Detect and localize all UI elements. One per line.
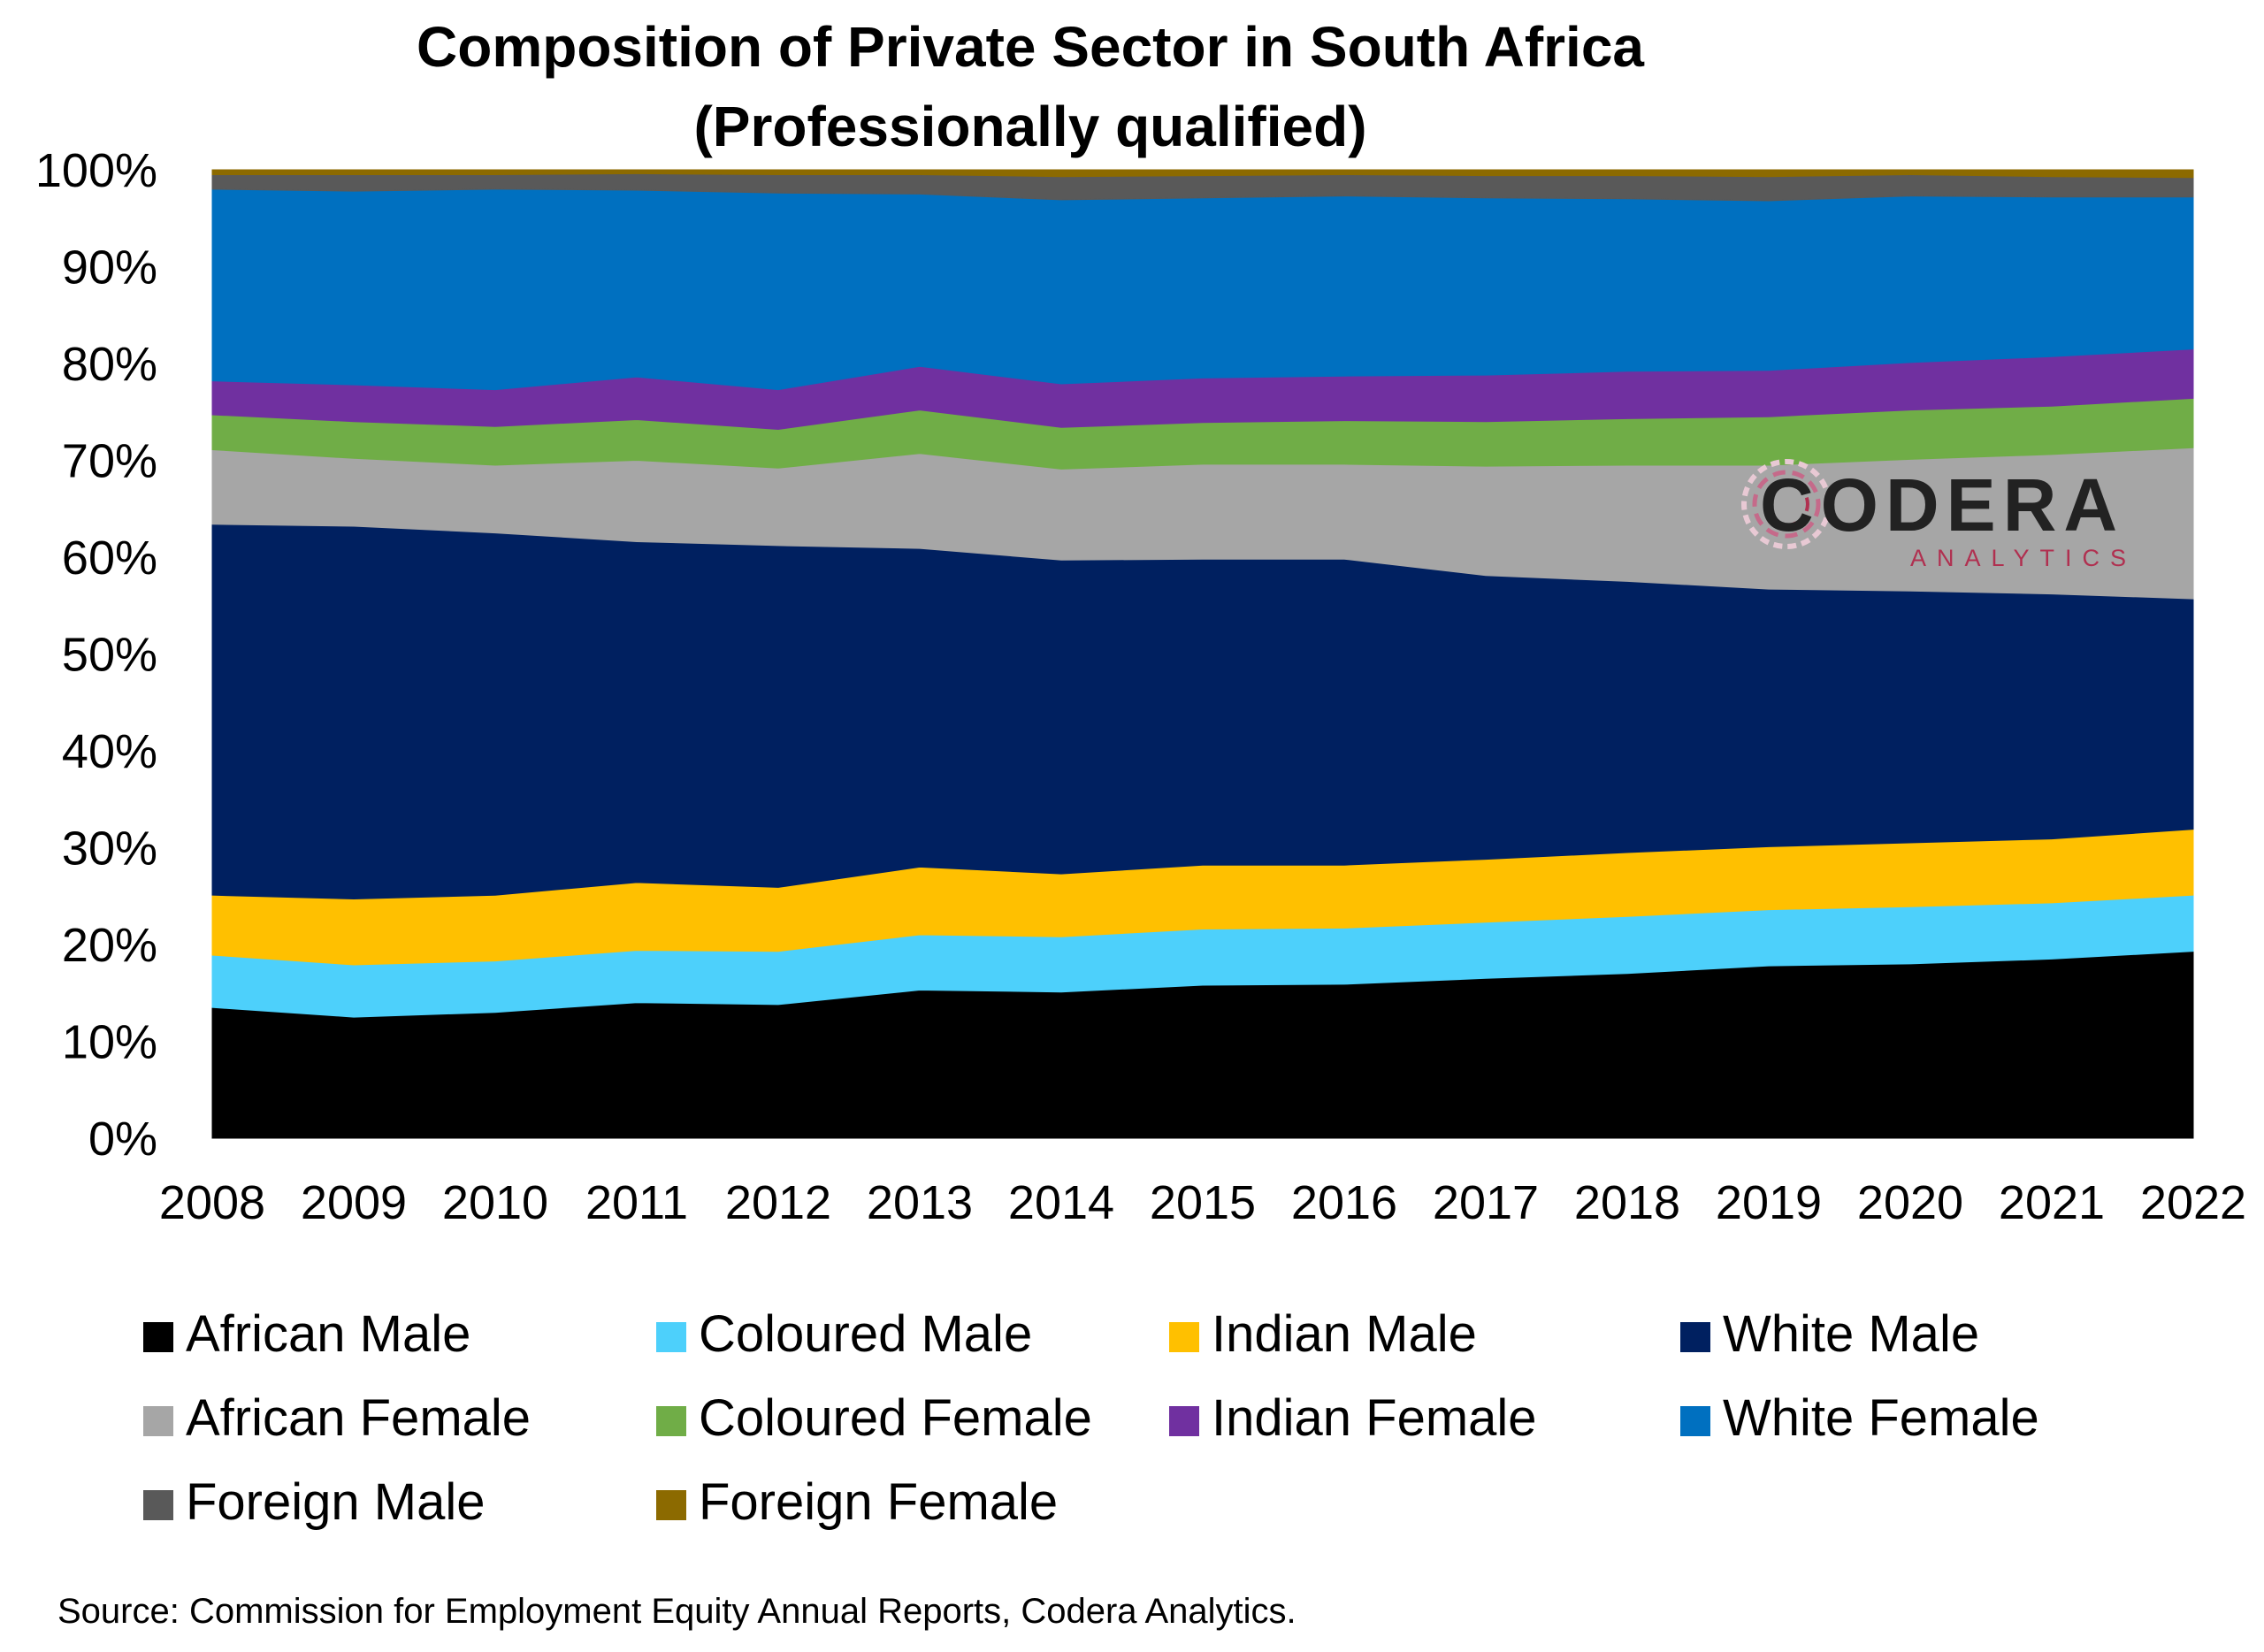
y-tick-label: 20% xyxy=(62,919,157,972)
y-axis-ticks: 0% 10% 20% 30% 40% 50% 60% 70% 80% 90% 100% xyxy=(35,144,157,1166)
legend-label: African Male xyxy=(186,1305,470,1363)
codera-logo: CODERA ANALYTICS xyxy=(1741,459,2137,571)
legend-label: Coloured Female xyxy=(699,1389,1092,1447)
x-tick-label: 2020 xyxy=(1857,1176,1963,1229)
y-tick-label: 40% xyxy=(62,725,157,778)
y-tick-label: 50% xyxy=(62,629,157,682)
legend-label: Foreign Male xyxy=(186,1473,485,1531)
x-tick-label: 2008 xyxy=(159,1176,265,1229)
legend-item-indian-female: Indian Female xyxy=(1169,1389,1537,1447)
legend-swatch xyxy=(143,1490,173,1520)
legend-label: African Female xyxy=(186,1389,531,1447)
chart-title: Composition of Private Sector in South A… xyxy=(417,15,1644,79)
x-tick-label: 2014 xyxy=(1008,1176,1114,1229)
legend-label: White Male xyxy=(1723,1305,1979,1363)
legend-swatch xyxy=(1680,1322,1710,1352)
x-tick-label: 2010 xyxy=(442,1176,548,1229)
x-tick-label: 2022 xyxy=(2140,1176,2246,1229)
y-tick-label: 80% xyxy=(62,338,157,391)
legend-swatch xyxy=(656,1490,686,1520)
y-tick-label: 70% xyxy=(62,435,157,488)
y-tick-label: 30% xyxy=(62,822,157,876)
y-tick-label: 60% xyxy=(62,532,157,585)
chart-subtitle: (Professionally qualified) xyxy=(693,95,1366,158)
source-note: Source: Commission for Employment Equity… xyxy=(57,1592,1296,1631)
y-tick-label: 90% xyxy=(62,241,157,294)
legend-label: Foreign Female xyxy=(699,1473,1058,1531)
area-white-female xyxy=(211,188,2194,391)
legend-swatch xyxy=(1169,1322,1199,1352)
y-tick-label: 10% xyxy=(62,1016,157,1069)
x-tick-label: 2011 xyxy=(585,1176,688,1229)
x-tick-label: 2021 xyxy=(1999,1176,2105,1229)
legend-swatch xyxy=(1680,1406,1710,1436)
x-axis-ticks: 2008 2009 2010 2011 2012 2013 2014 2015 2016 2017… xyxy=(159,1176,2246,1229)
area-series-group xyxy=(211,169,2194,1139)
legend-label: Coloured Male xyxy=(699,1305,1032,1363)
y-tick-label: 0% xyxy=(88,1113,157,1166)
legend-swatch xyxy=(656,1406,686,1436)
legend: African Male Coloured Male Indian Male Whit… xyxy=(143,1305,2039,1531)
x-tick-label: 2017 xyxy=(1433,1176,1539,1229)
legend-label: Indian Female xyxy=(1212,1389,1537,1447)
logo-circle-icon xyxy=(1741,459,1832,549)
x-tick-label: 2012 xyxy=(725,1176,831,1229)
area-foreign-female xyxy=(211,169,2194,179)
legend-swatch xyxy=(656,1322,686,1352)
x-tick-label: 2016 xyxy=(1291,1176,1397,1229)
x-tick-label: 2019 xyxy=(1716,1176,1822,1229)
x-tick-label: 2009 xyxy=(301,1176,407,1229)
x-tick-label: 2013 xyxy=(867,1176,973,1229)
x-tick-label: 2018 xyxy=(1574,1176,1680,1229)
legend-label: Indian Male xyxy=(1212,1305,1477,1363)
legend-label: White Female xyxy=(1723,1389,2039,1447)
legend-item-african-male: African Male xyxy=(143,1305,470,1363)
legend-item-white-female: White Female xyxy=(1680,1389,2039,1447)
legend-item-coloured-female: Coloured Female xyxy=(656,1389,1092,1447)
legend-item-coloured-male: Coloured Male xyxy=(656,1305,1032,1363)
y-tick-label: 100% xyxy=(35,144,157,197)
logo-tagline: ANALYTICS xyxy=(1910,545,2137,571)
legend-swatch xyxy=(1169,1406,1199,1436)
legend-swatch xyxy=(143,1406,173,1436)
legend-item-african-female: African Female xyxy=(143,1389,531,1447)
legend-item-indian-male: Indian Male xyxy=(1169,1305,1477,1363)
legend-item-foreign-male: Foreign Male xyxy=(143,1473,485,1531)
legend-swatch xyxy=(143,1322,173,1352)
legend-item-white-male: White Male xyxy=(1680,1305,1979,1363)
legend-item-foreign-female: Foreign Female xyxy=(656,1473,1058,1531)
x-tick-label: 2015 xyxy=(1150,1176,1256,1229)
logo-wordmark: CODERA xyxy=(1760,463,2124,547)
